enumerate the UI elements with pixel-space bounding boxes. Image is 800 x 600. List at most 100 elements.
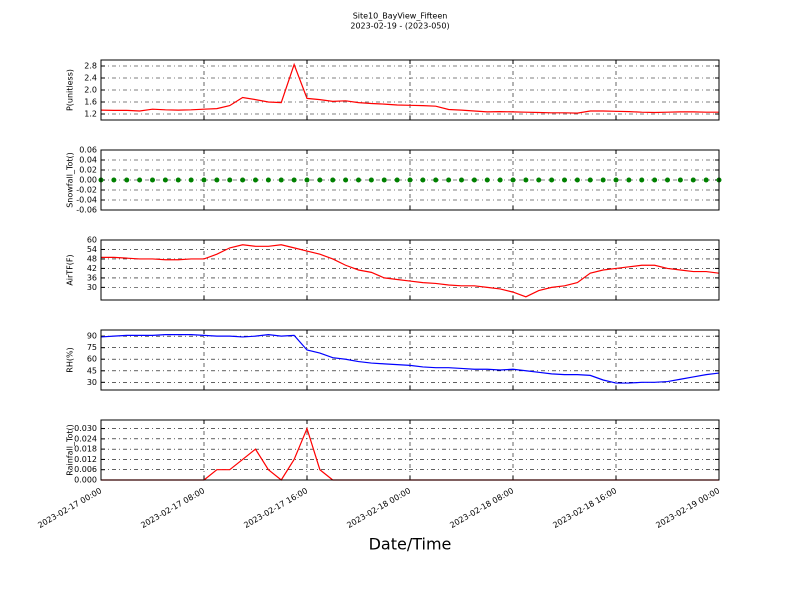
- point: [433, 177, 439, 183]
- point: [175, 177, 181, 183]
- y-tick-label: 0.012: [74, 455, 97, 464]
- point: [626, 177, 632, 183]
- plot-frame: [100, 329, 720, 391]
- point: [497, 177, 503, 183]
- point: [523, 177, 529, 183]
- y-axis-label: Snowfall_Tot(): [66, 152, 75, 208]
- x-axis-label: Date/Time: [369, 535, 452, 554]
- point: [368, 177, 374, 183]
- line: [101, 244, 720, 298]
- y-tick-label: 0.024: [74, 434, 97, 443]
- y-tick-label: 2.4: [84, 74, 97, 83]
- point: [562, 177, 567, 183]
- plot-frame: [100, 59, 720, 121]
- point: [304, 177, 310, 183]
- point: [574, 177, 580, 183]
- y-tick-label: 0.030: [74, 424, 97, 433]
- y-tick-label: -0.04: [76, 196, 97, 205]
- y-axis-label: P(unitless): [66, 69, 75, 111]
- point: [703, 177, 709, 183]
- y-axis-label: Rainfall_Tot(): [66, 424, 75, 476]
- point: [690, 177, 696, 183]
- point: [639, 177, 645, 183]
- line: [100, 62, 719, 114]
- point: [510, 177, 516, 183]
- y-tick-label: 75: [87, 343, 97, 352]
- point: [665, 177, 670, 183]
- point: [162, 177, 168, 183]
- y-axis-label: RH(%): [66, 347, 75, 372]
- y-tick-label: 30: [87, 378, 97, 387]
- y-tick-label: 45: [87, 366, 97, 375]
- plot-frame: [100, 419, 720, 481]
- point: [124, 177, 130, 183]
- plot-frame: [100, 149, 720, 211]
- point: [330, 177, 336, 183]
- point: [343, 177, 349, 183]
- point: [587, 177, 593, 183]
- line: [100, 334, 720, 384]
- point: [381, 177, 387, 183]
- point: [214, 177, 220, 183]
- y-tick-label: 0.000: [74, 476, 97, 485]
- point: [227, 177, 233, 183]
- point: [356, 177, 361, 183]
- point: [600, 177, 606, 183]
- point: [471, 177, 477, 183]
- point: [613, 177, 619, 183]
- y-tick-label: 54: [87, 245, 97, 254]
- chart-title: Site10_BayView_Fifteen: [353, 12, 448, 21]
- x-tick-label: 2023-02-18 16:00: [551, 486, 618, 530]
- point: [291, 177, 297, 183]
- y-tick-label: -0.02: [76, 186, 97, 195]
- y-tick-label: 0.00: [79, 176, 97, 185]
- x-tick-label: 2023-02-18 00:00: [345, 486, 412, 530]
- y-tick-label: 0.006: [74, 465, 97, 474]
- y-tick-label: 0.018: [74, 445, 97, 454]
- point: [240, 177, 246, 183]
- y-tick-label: 2.8: [84, 62, 97, 71]
- y-tick-label: -0.06: [76, 206, 97, 215]
- point: [549, 177, 555, 183]
- y-tick-label: 60: [87, 236, 97, 245]
- x-tick-label: 2023-02-18 08:00: [448, 486, 515, 530]
- point: [201, 177, 207, 183]
- point: [150, 177, 155, 183]
- point: [253, 177, 258, 183]
- y-tick-label: 42: [87, 264, 97, 273]
- point: [265, 177, 271, 183]
- point: [394, 177, 400, 183]
- x-tick-label: 2023-02-17 08:00: [139, 486, 206, 530]
- chart-subtitle: 2023-02-19 - (2023-050): [350, 22, 449, 31]
- point: [278, 177, 284, 183]
- y-tick-label: 90: [87, 332, 97, 341]
- point: [111, 177, 117, 183]
- point: [407, 177, 413, 183]
- point: [459, 177, 464, 183]
- y-tick-label: 30: [87, 283, 97, 292]
- y-tick-label: 36: [87, 273, 97, 282]
- point: [677, 177, 683, 183]
- point: [188, 177, 194, 183]
- x-tick-label: 2023-02-17 16:00: [242, 486, 309, 530]
- point: [137, 177, 143, 183]
- y-tick-label: 1.6: [84, 98, 97, 107]
- y-tick-label: 0.06: [79, 146, 97, 155]
- y-tick-label: 1.2: [84, 110, 97, 119]
- point: [420, 177, 426, 183]
- y-tick-label: 0.04: [79, 156, 97, 165]
- point: [446, 177, 452, 183]
- point: [484, 177, 490, 183]
- y-axis-label: AirTF(F): [66, 254, 75, 285]
- x-tick-label: 2023-02-19 00:00: [654, 486, 721, 530]
- y-tick-label: 48: [87, 254, 97, 263]
- point: [652, 177, 658, 183]
- point: [317, 177, 323, 183]
- y-tick-label: 60: [87, 355, 97, 364]
- point: [536, 177, 542, 183]
- plot-frame: [100, 239, 720, 301]
- y-tick-label: 2.0: [84, 86, 97, 95]
- x-tick-label: 2023-02-17 00:00: [36, 486, 103, 530]
- y-tick-label: 0.02: [79, 166, 97, 175]
